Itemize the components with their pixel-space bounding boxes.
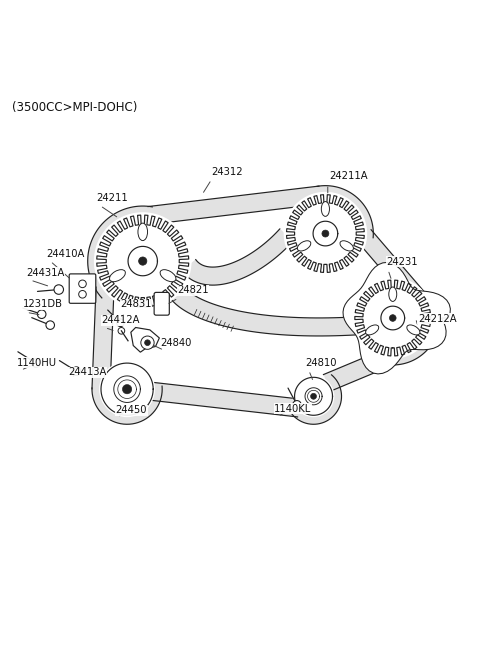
Circle shape: [311, 393, 316, 400]
Circle shape: [54, 285, 63, 294]
Polygon shape: [358, 230, 437, 318]
Circle shape: [99, 361, 155, 417]
Circle shape: [37, 310, 46, 318]
Ellipse shape: [407, 325, 420, 335]
Text: 24831: 24831: [120, 299, 152, 309]
Circle shape: [117, 319, 124, 327]
Text: 24821: 24821: [178, 285, 209, 295]
Ellipse shape: [366, 325, 379, 335]
Text: (3500CC>MPI-DOHC): (3500CC>MPI-DOHC): [12, 101, 138, 114]
Text: 24212A: 24212A: [418, 314, 456, 324]
Text: 24413A: 24413A: [68, 367, 107, 377]
Circle shape: [144, 340, 150, 346]
Text: 24231: 24231: [386, 257, 418, 267]
Polygon shape: [88, 206, 152, 298]
Text: 24810: 24810: [305, 358, 337, 368]
Text: 1140KL: 1140KL: [274, 404, 312, 414]
Ellipse shape: [340, 241, 353, 251]
Ellipse shape: [298, 241, 311, 251]
Text: 24840: 24840: [160, 338, 192, 348]
Circle shape: [72, 367, 81, 375]
Circle shape: [284, 192, 367, 275]
Circle shape: [79, 291, 86, 298]
Ellipse shape: [389, 287, 397, 301]
Polygon shape: [92, 386, 162, 424]
FancyBboxPatch shape: [69, 274, 96, 303]
Circle shape: [322, 230, 329, 237]
Polygon shape: [324, 348, 395, 391]
Ellipse shape: [160, 270, 176, 282]
Polygon shape: [292, 375, 342, 424]
Circle shape: [32, 359, 40, 367]
FancyBboxPatch shape: [154, 292, 169, 315]
Polygon shape: [169, 287, 356, 336]
Polygon shape: [181, 229, 293, 285]
Ellipse shape: [321, 202, 329, 216]
Circle shape: [46, 321, 55, 329]
Polygon shape: [92, 287, 114, 390]
Circle shape: [79, 280, 86, 288]
Circle shape: [139, 257, 147, 265]
Text: 24450: 24450: [116, 405, 147, 415]
Polygon shape: [317, 185, 373, 238]
Polygon shape: [152, 383, 300, 417]
Text: 24412A: 24412A: [101, 315, 140, 325]
Text: 24211: 24211: [96, 193, 129, 203]
Circle shape: [141, 336, 154, 349]
Polygon shape: [393, 310, 440, 365]
Text: 24410A: 24410A: [47, 249, 85, 259]
Polygon shape: [343, 263, 450, 374]
Text: 24312: 24312: [212, 166, 243, 177]
Circle shape: [352, 277, 433, 359]
Circle shape: [118, 328, 125, 334]
Circle shape: [389, 314, 396, 322]
Text: 24431A: 24431A: [26, 268, 65, 278]
Polygon shape: [148, 186, 321, 225]
Circle shape: [293, 375, 335, 417]
Text: 1140HU: 1140HU: [17, 358, 57, 368]
Text: 24211A: 24211A: [329, 172, 368, 181]
Circle shape: [94, 212, 192, 310]
Circle shape: [293, 401, 301, 409]
Ellipse shape: [138, 223, 147, 240]
Circle shape: [122, 384, 132, 394]
Text: 1231DB: 1231DB: [23, 299, 63, 309]
Ellipse shape: [109, 270, 125, 282]
Polygon shape: [131, 328, 159, 352]
